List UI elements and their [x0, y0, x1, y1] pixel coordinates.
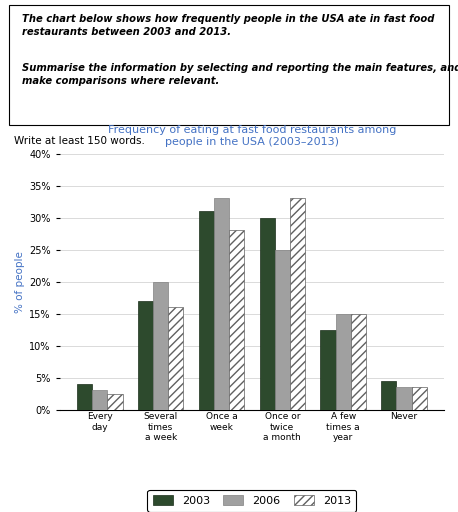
Text: The chart below shows how frequently people in the USA ate in fast food
restaura: The chart below shows how frequently peo…: [22, 13, 435, 37]
Bar: [396, 387, 412, 410]
Bar: [320, 330, 336, 410]
Legend: 2003, 2006, 2013: 2003, 2006, 2013: [147, 489, 356, 511]
Text: Write at least 150 words.: Write at least 150 words.: [14, 136, 145, 146]
Text: Summarise the information by selecting and reporting the main features, and
make: Summarise the information by selecting a…: [22, 63, 458, 86]
Bar: [351, 313, 366, 410]
Bar: [138, 301, 153, 410]
FancyBboxPatch shape: [9, 5, 449, 125]
Bar: [77, 384, 92, 410]
Bar: [381, 381, 396, 410]
Bar: [290, 198, 305, 410]
Bar: [168, 307, 184, 410]
Bar: [199, 211, 214, 410]
Bar: [214, 198, 229, 410]
Y-axis label: % of people: % of people: [15, 251, 25, 312]
Bar: [108, 394, 123, 410]
Bar: [260, 218, 275, 410]
Bar: [336, 313, 351, 410]
Bar: [229, 230, 244, 410]
Bar: [412, 387, 427, 410]
Title: Frequency of eating at fast food restaurants among
people in the USA (2003–2013): Frequency of eating at fast food restaur…: [108, 125, 396, 147]
Bar: [153, 282, 168, 410]
Bar: [92, 390, 108, 410]
Bar: [275, 250, 290, 410]
